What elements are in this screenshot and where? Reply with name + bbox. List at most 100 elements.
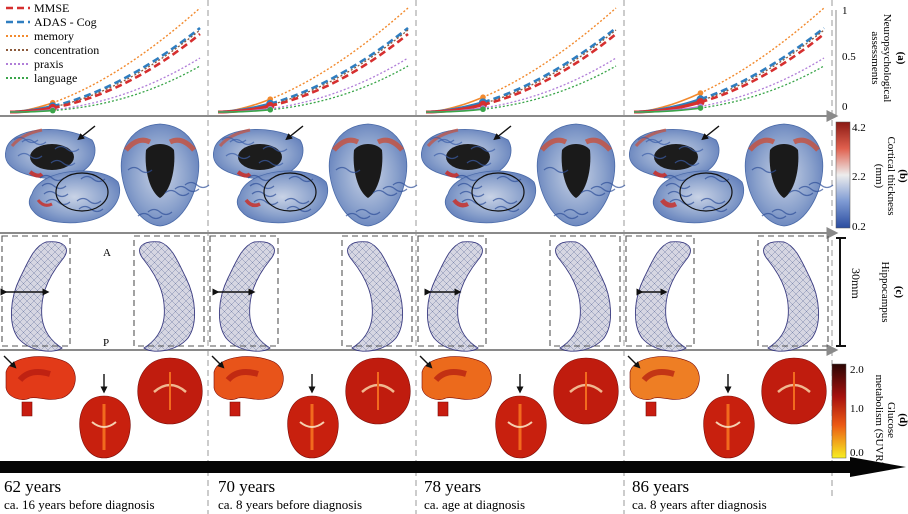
atrophy-arrow: [77, 125, 96, 141]
sagittal-slice: [629, 356, 700, 400]
assessment-curves-1: [9, 7, 201, 114]
legend-item-concentration: concentration: [6, 43, 99, 57]
posterior-label: P: [103, 337, 109, 349]
pet-set-1: [3, 355, 203, 459]
curve-solid: [425, 108, 484, 113]
timepoint-3: 78 years ca. age at diagnosis: [424, 477, 525, 512]
pet-arrow: [627, 355, 641, 369]
legend-item-praxis: praxis: [6, 57, 64, 71]
timepoint-2: 70 years ca. 8 years before diagnosis: [218, 477, 362, 512]
curve-dashed: [700, 29, 825, 102]
hippo-scale-bar: 30mm: [836, 237, 863, 347]
lateral-brain: [652, 170, 744, 224]
thickness-tick-high: 4.2: [852, 122, 866, 134]
atrophy-arrow: [701, 125, 720, 141]
hippocampus-left: [426, 241, 483, 352]
hippocampus-set-2: [209, 235, 413, 352]
legend-label: memory: [34, 29, 74, 43]
row-label-d: Glucose metabolism (SUVR) (d): [873, 375, 908, 466]
hippocampus-left: [10, 241, 67, 352]
curve-dashed: [270, 57, 409, 110]
timepoint-2-age: 70 years: [218, 477, 275, 496]
hippocampus-left: [634, 241, 691, 352]
lateral-brain: [444, 170, 536, 224]
glucose-tick-low: 0.0: [850, 447, 864, 459]
brainstem: [21, 401, 33, 417]
curve-dashed: [52, 29, 201, 108]
sagittal-slice: [5, 356, 76, 400]
row-d-letter: (d): [897, 413, 908, 427]
curve-dashed: [482, 29, 617, 105]
atrophy-arrow: [493, 125, 512, 141]
timepoint-2-note: ca. 8 years before diagnosis: [218, 497, 362, 512]
brainstem: [437, 401, 449, 417]
timeline-arrow: [0, 457, 906, 477]
hippocampus-bbox-left: [417, 235, 487, 347]
row-c-text: Hippocampus: [879, 261, 891, 322]
cortex-set-3: [420, 123, 626, 227]
timepoint-3-age: 78 years: [424, 477, 481, 496]
timepoint-4-note: ca. 8 years after diagnosis: [632, 497, 767, 512]
cortical-thickness-panel: [4, 123, 834, 227]
assessment-curves-4: [633, 7, 825, 114]
curve-marker: [697, 90, 704, 96]
curve-dashed: [700, 32, 825, 104]
cortex-set-4: [628, 123, 834, 227]
thickness-tick-mid: 2.2: [852, 171, 866, 183]
curve-dashed: [270, 29, 409, 106]
curve-marker: [49, 107, 56, 114]
axis-a-tick-0: 0: [842, 101, 848, 113]
neuro-assessment-panel: [9, 7, 825, 114]
pet-set-4: [627, 355, 827, 459]
pet-set-2: [211, 355, 411, 459]
curve-dashed: [700, 7, 825, 94]
row-label-a: Neuropsychological assessments (a): [869, 14, 907, 103]
hippocampus-set-3: [417, 235, 621, 352]
legend-item-mmse: MMSE: [6, 1, 69, 15]
lateral-brain: [28, 170, 120, 224]
atrophy-arrow: [285, 125, 304, 141]
curve-marker: [267, 106, 274, 113]
hippocampus-set-1: [0, 235, 205, 352]
curve-dashed: [52, 32, 201, 110]
axis-a-tick-05: 0.5: [842, 51, 856, 63]
curve-dashed: [52, 65, 201, 112]
hippocampus-panel: [0, 235, 829, 352]
region-circle: [263, 172, 317, 212]
row-b-letter: (b): [897, 169, 908, 183]
sagittal-slice: [421, 356, 492, 400]
row-label-b: Cortical thickness (mm) (b): [873, 136, 908, 215]
pet-arrow: [211, 355, 225, 369]
axis-a-tick-1: 1: [842, 5, 848, 17]
curve-dashed: [700, 26, 825, 101]
axis-a: 1 0.5 0: [835, 5, 856, 116]
curve-dashed: [482, 65, 617, 110]
glucose-metabolism-panel: [3, 355, 827, 459]
hippocampus-bbox-right: [757, 235, 829, 347]
thickness-colorbar: 4.2 2.2 0.2: [835, 121, 866, 233]
row-d-line1: Glucose: [885, 402, 897, 438]
row-a-line2: assessments: [869, 31, 881, 84]
region-circle: [55, 172, 109, 212]
curve-dashed: [52, 26, 201, 108]
pet-arrow: [419, 355, 433, 369]
curve-marker: [696, 98, 705, 107]
medial-brain: [4, 128, 96, 179]
row-a-line1: Neuropsychological: [881, 14, 893, 103]
medial-brain: [628, 128, 720, 179]
column-separators: [207, 0, 833, 514]
assessment-curves-3: [425, 7, 617, 114]
timepoint-3-note: ca. age at diagnosis: [424, 497, 525, 512]
lateral-brain: [236, 170, 328, 224]
pet-set-3: [419, 355, 619, 459]
curve-marker: [697, 105, 704, 111]
glucose-colorbar: 2.0 1.0 0.0: [831, 363, 864, 459]
curve-marker: [480, 106, 486, 113]
timepoint-4-age: 86 years: [632, 477, 689, 496]
legend-label: ADAS - Cog: [34, 15, 97, 29]
curve-dashed: [482, 57, 617, 109]
row-b-line1: Cortical thickness: [885, 136, 897, 215]
timepoint-4: 86 years ca. 8 years after diagnosis: [632, 477, 767, 512]
